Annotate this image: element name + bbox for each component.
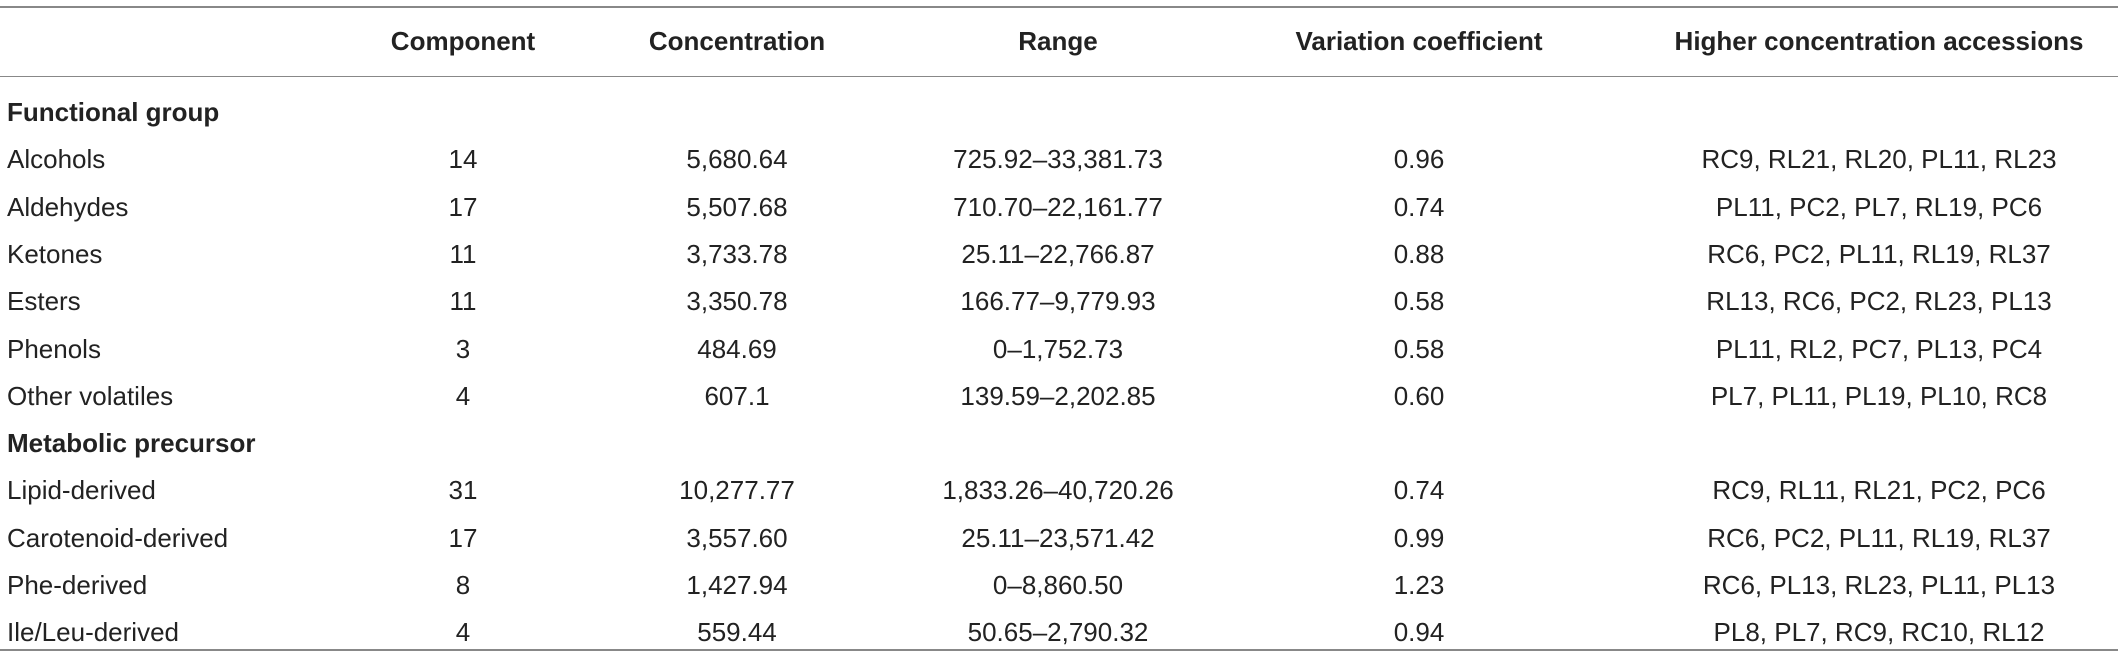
cell-value: 5,507.68 (686, 191, 788, 222)
cell-value: 3 (455, 333, 471, 364)
row-label: Ketones (7, 238, 103, 269)
cell-value: 11 (449, 238, 477, 269)
cell-value: 0.74 (1393, 191, 1445, 222)
row-label: Phenols (7, 333, 101, 364)
cell-value: RC9, RL21, RL20, PL11, RL23 (1701, 144, 2057, 175)
cell-value: 8 (455, 570, 471, 600)
column-header: Component (390, 26, 536, 56)
cell-value: 1.23 (1393, 570, 1445, 600)
cell-value: 0–1,752.73 (992, 333, 1124, 364)
cell-value: RC6, PC2, PL11, RL19, RL37 (1707, 238, 2051, 269)
row-label: Carotenoid-derived (7, 522, 229, 553)
row-label: Alcohols (7, 144, 106, 175)
cell-value: 17 (448, 522, 478, 553)
cell-value: 0.94 (1393, 617, 1445, 648)
cell-value: 0.74 (1393, 475, 1445, 506)
row-label: Esters (7, 286, 81, 317)
row-label: Aldehydes (7, 191, 129, 222)
cell-value: 4 (455, 617, 471, 648)
cell-value: 559.44 (697, 617, 777, 648)
cell-value: 166.77–9,779.93 (960, 286, 1156, 317)
row-label: Lipid-derived (7, 475, 156, 506)
cell-value: 31 (448, 475, 478, 506)
cell-value: 17 (448, 191, 478, 222)
cell-value: 3,733.78 (686, 238, 788, 269)
cell-value: 1,833.26–40,720.26 (942, 475, 1174, 506)
column-header: Concentration (648, 26, 826, 56)
cell-value: 0.60 (1393, 380, 1445, 411)
cell-value: 10,277.77 (679, 475, 795, 506)
cell-value: RC6, PL13, RL23, PL11, PL13 (1702, 570, 2056, 600)
cell-value: 11 (449, 286, 477, 317)
cell-value: 607.1 (704, 380, 770, 411)
cell-value: 0.88 (1393, 238, 1445, 269)
cell-value: 0.99 (1393, 522, 1445, 553)
cell-value: PL11, PC2, PL7, RL19, PC6 (1715, 191, 2043, 222)
header-rule (0, 76, 2118, 77)
bottom-rule (0, 649, 2118, 651)
cell-value: PL11, RL2, PC7, PL13, PC4 (1715, 333, 2043, 364)
cell-value: 14 (448, 144, 478, 175)
cell-value: RC9, RL11, RL21, PC2, PC6 (1712, 475, 2046, 506)
column-header: Range (1018, 26, 1098, 56)
row-label: Ile/Leu-derived (7, 617, 179, 648)
row-label: Phe-derived (7, 570, 148, 600)
column-header: Variation coefficient (1295, 26, 1543, 56)
cell-value: 25.11–22,766.87 (961, 238, 1155, 269)
cell-value: 4 (455, 380, 471, 411)
cell-value: 1,427.94 (686, 570, 788, 600)
cell-value: 484.69 (697, 333, 777, 364)
cell-value: 0–8,860.50 (992, 570, 1124, 600)
cell-value: PL7, PL11, PL19, PL10, RC8 (1710, 380, 2048, 411)
cell-value: 0.58 (1393, 286, 1445, 317)
cell-value: 5,680.64 (686, 144, 788, 175)
row-label: Other volatiles (7, 380, 174, 411)
group-label: Metabolic precursor (7, 428, 256, 459)
group-label: Functional group (7, 97, 220, 127)
cell-value: 50.65–2,790.32 (967, 617, 1149, 648)
cell-value: 139.59–2,202.85 (960, 380, 1156, 411)
cell-value: 3,557.60 (686, 522, 788, 553)
cell-value: RC6, PC2, PL11, RL19, RL37 (1707, 522, 2051, 553)
cell-value: 0.58 (1393, 333, 1445, 364)
column-header: Higher concentration accessions (1674, 26, 2084, 56)
cell-value: 25.11–23,571.42 (961, 522, 1155, 553)
cell-value: 725.92–33,381.73 (953, 144, 1163, 175)
cell-value: PL8, PL7, RC9, RC10, RL12 (1713, 617, 2045, 648)
cell-value: 0.96 (1393, 144, 1445, 175)
cell-value: 710.70–22,161.77 (953, 191, 1163, 222)
top-rule (0, 6, 2118, 8)
cell-value: 3,350.78 (686, 286, 788, 317)
cell-value: RL13, RC6, PC2, RL23, PL13 (1706, 286, 2052, 317)
